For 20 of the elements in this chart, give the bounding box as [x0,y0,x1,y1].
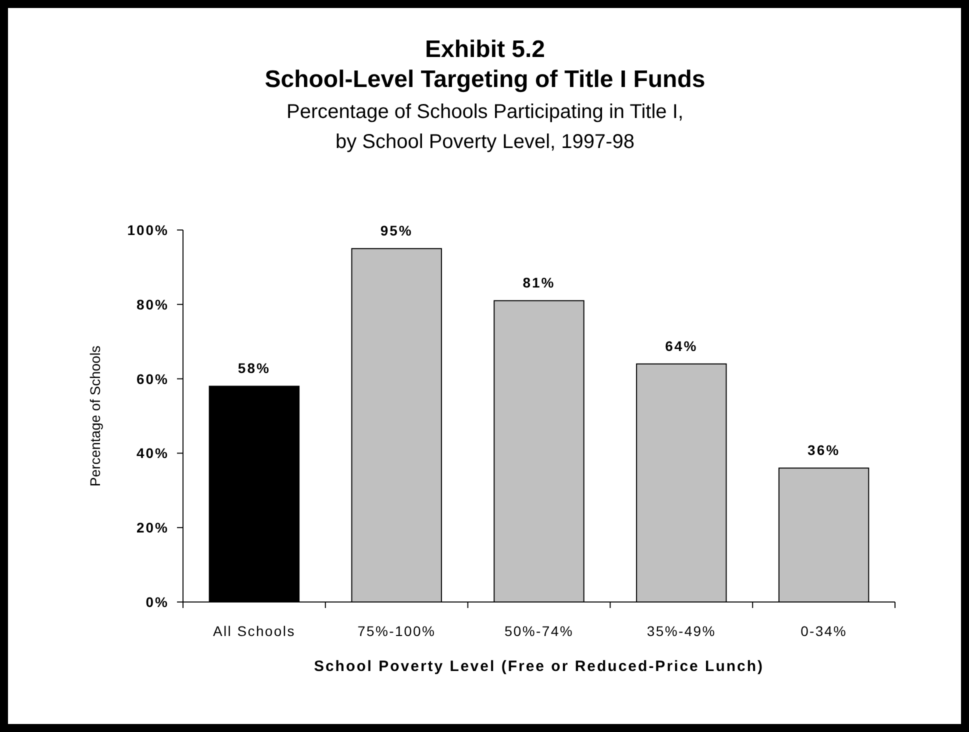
y-tick-label: 0% [146,594,169,610]
y-tick-label: 100% [127,222,169,238]
x-axis-title: School Poverty Level (Free or Reduced-Price Lunch) [314,658,764,675]
y-tick-label: 40% [136,445,169,462]
data-label: 81% [522,274,556,291]
x-tick-label: 0-34% [800,623,848,639]
data-label: 58% [238,360,270,376]
chart-subtitle: Percentage of Schools Participating in Title I, by School Poverty Level, 1997-98 [286,101,684,153]
y-tick-label: 80% [136,296,169,312]
y-tick-label: 60% [136,370,169,387]
y-axis-title: Percentage of Schools [87,346,103,486]
x-tick-label: 50%-74% [504,623,574,639]
data-label: 95% [380,222,413,239]
x-tick-label: All Schools [212,623,296,639]
y-tick-label: 20% [136,520,169,536]
data-label: 36% [808,442,840,458]
data-label: 64% [665,338,698,354]
x-tick-label: 35%-49% [646,623,716,639]
x-tick-label: 75%-100% [358,623,436,639]
chart-title: Exhibit 5.2 School-Level Targeting of Title I Funds [264,36,706,93]
